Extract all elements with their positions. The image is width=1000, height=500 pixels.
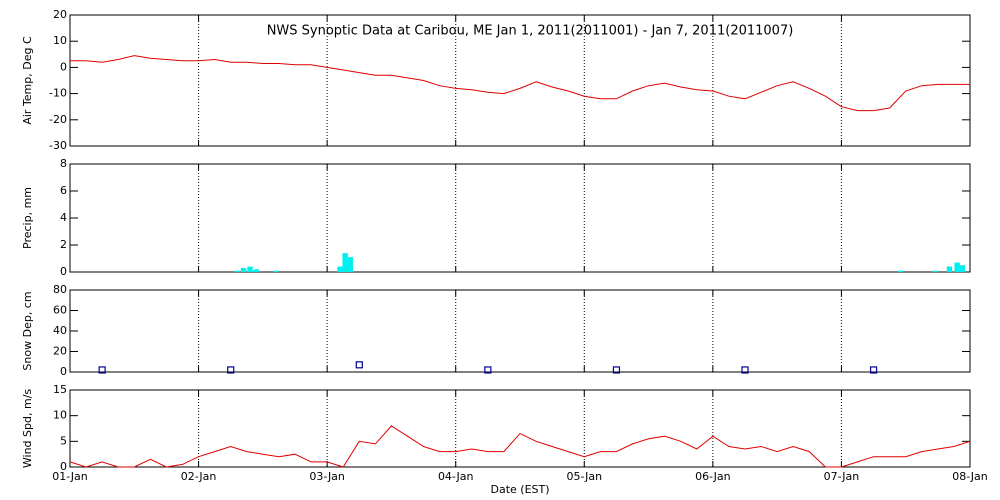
bar [954,262,960,272]
y-tick-label: 0 [60,265,67,278]
bar [234,270,240,272]
y-tick-label: 10 [53,34,67,47]
bar [959,265,965,272]
bar [247,266,253,272]
y-tick-label: 60 [53,304,67,317]
bar [240,267,247,272]
chart-title: NWS Synoptic Data at Caribou, ME Jan 1, … [267,24,794,39]
x-tick-label: 01-Jan [52,470,88,483]
y-tick-label: 6 [60,184,67,197]
plot-frame [69,389,971,468]
y-axis-label: Precip, mm [21,187,34,249]
data-line [69,425,971,468]
x-tick-label: 05-Jan [567,470,603,483]
x-tick-label: 02-Jan [181,470,217,483]
bar [342,253,348,272]
x-tick-label: 03-Jan [309,470,345,483]
x-tick-label: 04-Jan [438,470,474,483]
y-tick-label: 10 [53,409,67,422]
bar [337,266,343,272]
point [355,361,363,369]
bar [897,270,904,272]
y-tick-label: 40 [53,324,67,337]
point [869,366,878,374]
y-axis-label: Wind Spd, m/s [21,389,34,469]
y-axis-label: Air Temp, Deg C [21,36,34,125]
point [741,366,749,374]
point [612,366,621,374]
y-tick-label: 2 [60,238,67,251]
plot-frame [69,14,971,147]
plot-frame [69,163,971,273]
bar [946,266,953,272]
y-tick-label: 0 [60,60,67,73]
bar [932,270,938,272]
y-tick-label: 0 [60,365,67,378]
bar [253,269,260,272]
y-tick-label: -30 [49,139,67,152]
y-tick-label: 15 [53,383,67,396]
y-tick-label: 5 [60,434,67,447]
x-tick-label: 08-Jan [952,470,988,483]
y-tick-label: 0 [60,460,67,473]
point [227,366,235,374]
bar [273,270,279,272]
y-tick-label: 4 [60,211,67,224]
y-tick-label: 80 [53,283,67,296]
bar [347,257,353,272]
y-tick-label: 8 [60,157,67,170]
y-tick-label: -20 [49,113,67,126]
point [98,366,106,374]
y-tick-label: 20 [53,8,67,21]
plot-frame [69,289,971,373]
x-axis-label: Date (EST) [490,483,549,496]
y-axis-label: Snow Dep, cm [21,291,34,370]
y-tick-label: -10 [49,87,67,100]
point [484,366,492,374]
data-line [70,55,970,112]
y-tick-label: 20 [53,345,67,358]
x-tick-label: 07-Jan [824,470,860,483]
x-tick-label: 06-Jan [695,470,731,483]
